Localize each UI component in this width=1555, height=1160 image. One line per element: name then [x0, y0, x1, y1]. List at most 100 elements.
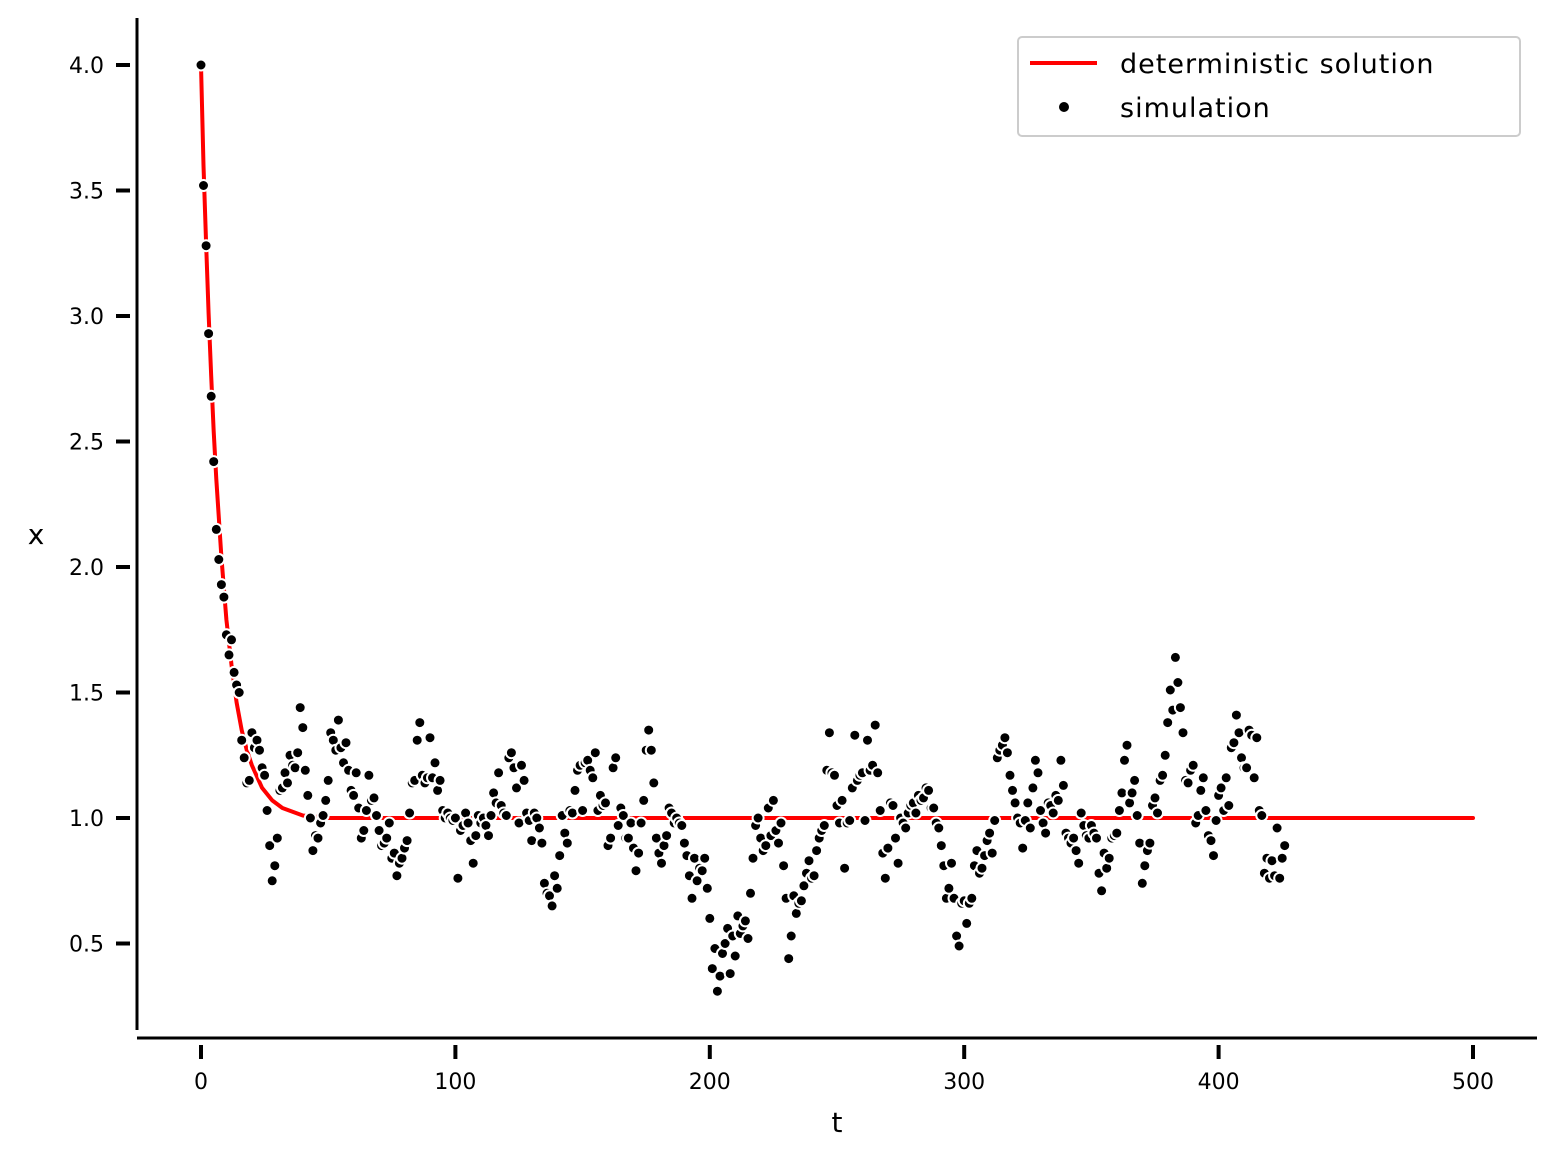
simulation-point — [1168, 650, 1182, 664]
simulation-point — [985, 846, 999, 860]
y-tick-label: 2.0 — [69, 556, 104, 581]
simulation-point — [1021, 796, 1035, 810]
simulation-point — [499, 809, 513, 822]
simulation-point — [611, 819, 625, 832]
simulation-point — [212, 553, 226, 566]
simulation-point — [777, 859, 791, 873]
y-tick-label: 1.0 — [69, 807, 104, 832]
simulation-point — [209, 522, 223, 536]
simulation-point — [1128, 773, 1142, 787]
simulation-point — [232, 686, 246, 699]
simulation-point — [1023, 821, 1037, 835]
simulation-point — [700, 881, 714, 895]
simulation-point — [685, 891, 699, 905]
simulation-point — [1207, 849, 1220, 863]
x-tick-label: 100 — [434, 1070, 476, 1095]
simulation-point — [703, 911, 717, 925]
simulation-point — [1039, 826, 1053, 840]
simulation-point — [535, 836, 549, 850]
simulation-points — [194, 58, 1292, 998]
simulation-point — [873, 804, 887, 817]
simulation-point — [660, 829, 674, 843]
simulation-point — [599, 796, 612, 810]
simulation-point — [568, 783, 582, 797]
x-tick-label: 300 — [943, 1070, 985, 1095]
simulation-point — [433, 773, 447, 787]
simulation-point — [214, 578, 228, 592]
simulation-point — [909, 806, 923, 820]
simulation-point — [1156, 768, 1170, 782]
simulation-point — [451, 871, 465, 885]
simulation-point — [1026, 781, 1040, 795]
simulation-point — [413, 716, 427, 730]
simulation-point — [621, 831, 635, 845]
simulation-point — [301, 788, 315, 802]
x-tick-label: 400 — [1198, 1070, 1240, 1095]
simulation-point — [258, 768, 272, 782]
y-axis-label: x — [28, 518, 45, 551]
simulation-point — [1194, 783, 1208, 797]
simulation-point — [548, 869, 562, 883]
simulation-point — [1161, 716, 1175, 730]
simulation-point — [1171, 676, 1185, 689]
simulation-point — [515, 758, 528, 772]
simulation-point — [197, 179, 210, 192]
simulation-point — [1214, 781, 1228, 795]
simulation-point — [1278, 839, 1292, 853]
y-tick-label: 1.5 — [69, 682, 104, 707]
simulation-point — [510, 781, 523, 795]
simulation-point — [1120, 738, 1134, 752]
simulation-point — [1090, 831, 1103, 845]
simulation-point — [932, 821, 946, 835]
simulation-point — [632, 846, 646, 860]
simulation-point — [1069, 844, 1083, 858]
simulation-point — [822, 726, 836, 740]
simulation-point — [253, 743, 266, 757]
simulation-point — [311, 831, 325, 845]
simulation-point — [1067, 831, 1081, 845]
simulation-point — [588, 746, 602, 760]
simulation-point — [380, 831, 394, 845]
simulation-point — [1135, 876, 1149, 890]
simulation-point — [560, 836, 574, 850]
simulation-point — [1158, 748, 1172, 762]
simulation-point — [782, 952, 796, 966]
simulation-point — [202, 327, 216, 341]
simulation-point — [927, 801, 941, 815]
simulation-point — [952, 939, 966, 953]
simulation-point — [718, 937, 732, 950]
simulation-point — [772, 836, 785, 850]
simulation-point — [484, 809, 498, 822]
simulation-point — [1008, 796, 1022, 810]
simulation-point — [1046, 806, 1060, 820]
simulation-point — [1196, 771, 1210, 785]
simulation-point — [235, 733, 249, 747]
simulation-point — [794, 894, 808, 908]
simulation-point — [861, 733, 874, 747]
simulation-point — [629, 864, 643, 878]
simulation-point — [1006, 783, 1019, 797]
simulation-point — [899, 821, 913, 835]
simulation-point — [1003, 768, 1017, 782]
simulation-point — [504, 746, 518, 760]
simulation-point — [960, 916, 974, 930]
deterministic-solution-line — [199, 63, 1475, 820]
simulation-point — [1130, 809, 1144, 822]
simulation-point — [1173, 701, 1187, 715]
simulation-point — [370, 809, 383, 822]
simulation-point — [492, 766, 506, 780]
simulation-point — [975, 861, 989, 875]
simulation-point — [723, 967, 737, 981]
simulation-point — [225, 633, 238, 647]
simulation-point — [1199, 804, 1213, 817]
y-tick-label: 3.5 — [69, 180, 104, 205]
simulation-point — [838, 861, 852, 875]
simulation-point — [1095, 884, 1109, 898]
simulation-point — [545, 899, 559, 913]
simulation-point — [1054, 753, 1068, 767]
simulation-point — [759, 839, 773, 853]
simulation-point — [357, 824, 371, 837]
simulation-point — [270, 831, 284, 845]
simulation-point — [848, 728, 862, 742]
